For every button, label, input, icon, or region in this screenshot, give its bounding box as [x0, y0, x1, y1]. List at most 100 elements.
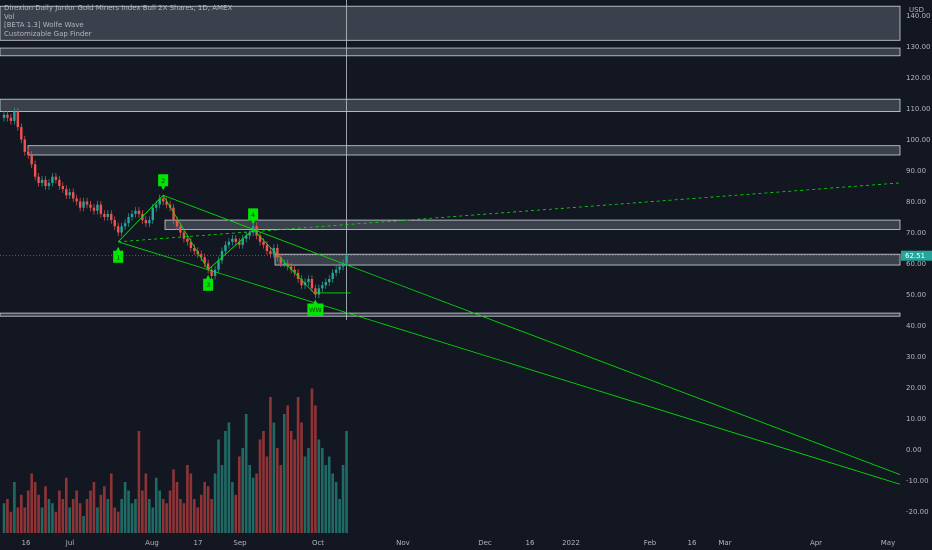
candle-body [300, 279, 303, 286]
volume-bar [51, 503, 54, 533]
volume-bar [231, 482, 234, 533]
wolfe-point-marker [307, 299, 324, 316]
candle-body [241, 238, 244, 245]
candle-body [78, 201, 82, 208]
volume-bar [244, 414, 248, 533]
candle-body [334, 269, 338, 273]
candle-body [338, 266, 341, 270]
volume-bar [269, 397, 272, 533]
candle-body [54, 176, 58, 180]
volume-bar [251, 477, 255, 533]
volume-bar [92, 482, 96, 533]
volume-bar [168, 490, 172, 533]
volume-bar [237, 456, 241, 533]
price-tick-label: -20.00 [906, 508, 929, 516]
candle-body [321, 285, 324, 289]
candle-body [110, 213, 113, 221]
candle-body [307, 279, 310, 283]
volume-bar [47, 499, 51, 533]
volume-bar [2, 503, 6, 533]
volume-bar [307, 448, 310, 533]
candle-body [113, 220, 116, 227]
volume-bar [120, 499, 123, 533]
currency-label: USD [909, 6, 924, 14]
gap-zone [0, 47, 901, 57]
volume-bar [175, 482, 179, 533]
volume-bar [75, 490, 78, 533]
candle-body [269, 251, 272, 255]
candle-body [120, 226, 123, 233]
volume-bar [116, 511, 120, 533]
volume-bar [338, 499, 341, 533]
price-tick-label: 100.00 [906, 136, 931, 144]
candle-body [6, 114, 9, 118]
candle-body [293, 269, 296, 273]
volume-bar [213, 473, 217, 533]
volume-bar [16, 507, 20, 533]
candle-body [151, 207, 154, 221]
volume-bar [289, 431, 293, 533]
candle-body [72, 192, 75, 199]
candle-body [2, 114, 6, 118]
volume-bar [37, 494, 40, 533]
candle-body [134, 210, 137, 214]
candle-body [65, 189, 68, 196]
price-axis: 140.00130.00120.00110.00100.0090.0080.00… [0, 6, 932, 516]
volume-bar [206, 486, 210, 533]
candle-body [245, 235, 248, 239]
volume-bar [113, 507, 117, 533]
volume-bar [9, 511, 13, 533]
legend-volume[interactable]: Vol [4, 12, 15, 21]
volume-bar [13, 482, 16, 533]
wolfe-point-label: 4 [251, 211, 255, 219]
candle-body [155, 204, 158, 208]
candle-body [116, 226, 120, 233]
volume-bar [26, 490, 30, 533]
candle-body [238, 241, 241, 245]
price-tick-label: 40.00 [906, 322, 926, 330]
price-tick-label: 140.00 [906, 12, 931, 20]
volume-bar [300, 422, 303, 533]
wolfe-point-label: 2 [161, 177, 165, 185]
legend-symbol[interactable]: Direxion Daily Junior Gold Miners Index … [4, 4, 233, 12]
time-tick-label: Nov [396, 539, 410, 547]
wolfe-point-label: WW [309, 306, 322, 314]
candle-body [189, 241, 193, 248]
candle-body [68, 192, 71, 196]
wolfe-line-2-4 [163, 194, 901, 475]
candle-body [248, 232, 251, 236]
price-tick-label: 80.00 [906, 198, 926, 206]
legend-wolfe-wave[interactable]: [BETA 1.3] Wolfe Wave [4, 21, 84, 29]
candle-body [33, 164, 37, 177]
wolfe-point-label: 3 [206, 281, 210, 289]
volume-bar [89, 490, 92, 533]
volume-bar [293, 439, 296, 533]
time-tick-label: Sep [233, 539, 247, 547]
candle-body [85, 201, 89, 205]
volume-bar [334, 482, 338, 533]
candle-body [179, 226, 182, 233]
candle-body [103, 213, 106, 217]
volume-bar [96, 507, 99, 533]
last-price-label: 62.51 [905, 252, 925, 260]
candle-body [37, 176, 40, 183]
price-tick-label: 50.00 [906, 291, 926, 299]
volume-bar [282, 414, 286, 533]
volume-bar [258, 439, 262, 533]
candle-body [161, 198, 165, 202]
volume-bar [85, 499, 89, 533]
volume-bar [165, 503, 168, 533]
time-tick-label: 16 [526, 539, 535, 547]
chart-legend: Direxion Daily Junior Gold Miners Index … [4, 4, 232, 38]
time-tick-label: Dec [478, 539, 492, 547]
volume-bar [186, 465, 189, 533]
candle-body [203, 257, 206, 264]
price-tick-label: 0.00 [906, 446, 922, 454]
legend-gap-finder[interactable]: Customizable Gap Finder [4, 29, 92, 38]
price-tick-label: 60.00 [906, 260, 926, 268]
volume-bar [137, 431, 141, 533]
volume-bar [103, 486, 106, 533]
volume-bar [40, 507, 44, 533]
candle-body [217, 260, 220, 270]
